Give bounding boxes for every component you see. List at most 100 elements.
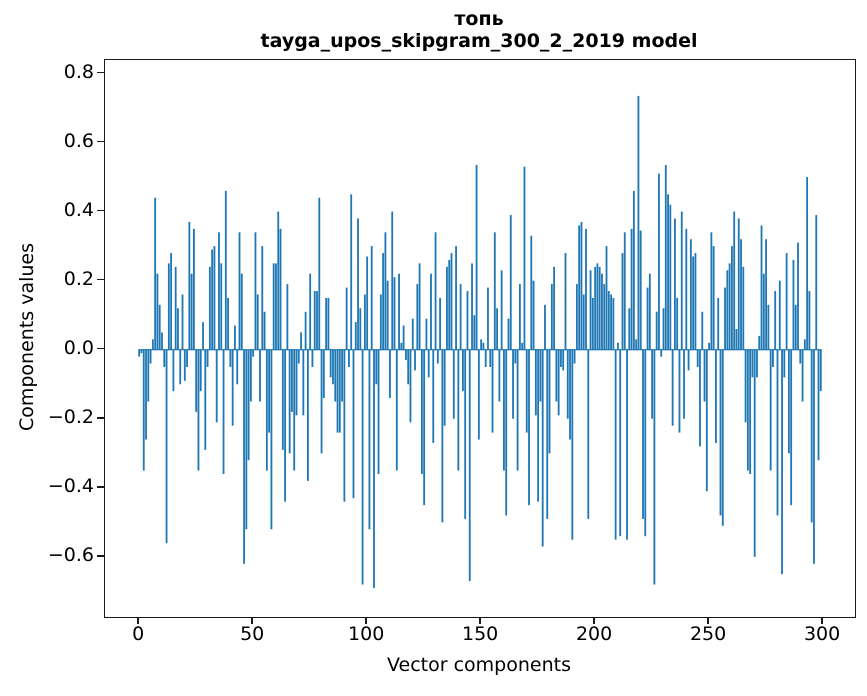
bar [623,232,626,350]
bar [580,221,583,350]
y-tick-mark [97,347,104,350]
bar [443,349,446,426]
x-tick-mark [593,617,595,624]
bar [813,349,815,564]
bar [646,287,649,350]
bar [760,225,763,350]
bar [441,349,444,523]
bar [810,349,813,523]
y-tick-label: −0.2 [47,406,94,429]
bar [263,311,266,350]
bar [398,273,400,350]
bar [505,349,508,516]
bar [224,190,227,350]
bar [202,322,204,350]
bar [694,253,697,350]
bar [272,263,275,350]
bar [598,266,601,350]
bar [571,349,574,540]
bar [181,294,184,350]
bar [710,232,713,350]
bar [573,349,576,364]
bar [562,349,565,371]
bar [222,349,225,475]
bar [309,273,312,350]
bar [537,349,540,502]
bar [548,349,551,454]
bar [500,270,503,350]
bar [359,308,362,350]
bar [532,280,535,350]
x-tick-mark [137,617,139,624]
bar [256,294,259,350]
bar [489,349,492,367]
bar [348,349,350,367]
bar [523,166,526,350]
bar [560,349,562,367]
y-tick-label: 0.0 [63,337,94,360]
bar [705,349,708,492]
chart-subtitle: tayga_upos_skipgram_300_2_2019 model [260,30,698,52]
bar [363,294,366,350]
bar [208,266,211,350]
bar [288,349,291,454]
y-tick-mark [97,486,104,488]
y-tick-label: 0.8 [63,60,94,83]
bar [391,211,394,350]
bar [614,349,617,540]
bar [279,228,282,350]
x-tick-mark [707,617,709,624]
bar [746,349,749,471]
bar [293,349,296,471]
bar [753,349,756,557]
bar [564,253,567,350]
bar [790,349,793,506]
bar [158,304,161,350]
bar [295,349,298,416]
bar [692,256,695,350]
bar [717,297,720,350]
bar [678,349,681,433]
bar [664,164,667,350]
bar [425,318,428,350]
bar [268,349,271,433]
bar [733,211,736,350]
x-tick-label: 0 [132,623,145,645]
bar [473,315,476,350]
bar [306,349,309,481]
bar [332,349,334,385]
bar [742,266,745,350]
bar [427,349,430,378]
bar [815,215,818,350]
bar [448,259,451,350]
bar [265,349,268,471]
bar [405,349,407,361]
bar [341,349,343,402]
bar [311,349,314,367]
bar [794,304,797,350]
y-tick-mark [97,71,104,74]
bar [781,349,783,575]
bar [617,342,619,350]
bar [386,280,389,350]
bar [420,349,423,475]
bar [792,259,795,350]
bar [352,349,355,499]
bar [377,349,380,475]
bar [252,349,255,357]
bar [708,342,711,350]
bar [361,349,364,585]
bar [275,263,277,350]
bar [758,335,761,350]
bar [327,297,330,350]
bar [621,253,624,350]
bar [696,349,699,367]
bar [607,291,610,350]
bar [689,239,692,350]
bar [585,228,587,350]
bar [436,349,439,364]
bar [569,349,571,440]
bar [407,349,410,385]
bar [322,349,325,399]
bar [270,349,273,530]
